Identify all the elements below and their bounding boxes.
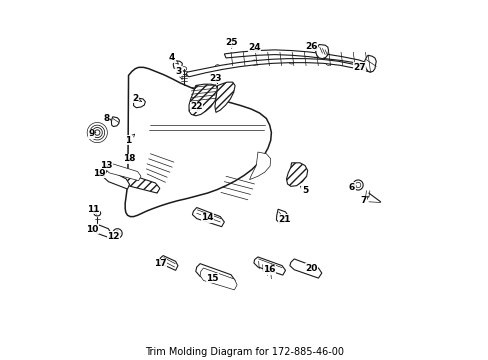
Text: 16: 16 xyxy=(263,265,275,274)
Polygon shape xyxy=(195,264,235,286)
Polygon shape xyxy=(249,152,270,180)
Polygon shape xyxy=(192,207,224,227)
Polygon shape xyxy=(133,98,145,108)
Text: 3: 3 xyxy=(176,67,182,79)
Polygon shape xyxy=(200,268,237,290)
Text: 10: 10 xyxy=(86,225,99,234)
Polygon shape xyxy=(215,82,235,112)
Text: 9: 9 xyxy=(88,129,96,138)
Polygon shape xyxy=(364,55,375,72)
Polygon shape xyxy=(105,163,141,181)
Text: 4: 4 xyxy=(169,53,178,64)
Polygon shape xyxy=(104,170,129,189)
Text: 20: 20 xyxy=(305,264,317,273)
Text: 2: 2 xyxy=(132,94,141,103)
Text: 6: 6 xyxy=(348,183,356,192)
Text: 15: 15 xyxy=(206,273,218,283)
Text: 14: 14 xyxy=(201,213,213,222)
Polygon shape xyxy=(286,163,307,186)
Polygon shape xyxy=(289,259,321,278)
Polygon shape xyxy=(160,256,178,270)
Polygon shape xyxy=(185,59,371,77)
Polygon shape xyxy=(173,60,182,69)
Polygon shape xyxy=(189,84,217,116)
Polygon shape xyxy=(224,50,370,66)
Text: 27: 27 xyxy=(352,63,365,72)
Text: 22: 22 xyxy=(190,102,203,111)
Polygon shape xyxy=(276,209,287,223)
Polygon shape xyxy=(111,117,119,126)
Polygon shape xyxy=(125,67,271,217)
Text: 19: 19 xyxy=(93,169,105,178)
Text: 8: 8 xyxy=(103,114,111,123)
Text: 24: 24 xyxy=(248,43,261,53)
Text: 18: 18 xyxy=(123,154,136,163)
Text: 13: 13 xyxy=(100,161,112,170)
Text: 25: 25 xyxy=(225,38,238,48)
Text: 11: 11 xyxy=(87,205,99,214)
Polygon shape xyxy=(121,173,160,193)
Polygon shape xyxy=(94,224,110,238)
Text: 23: 23 xyxy=(209,73,222,84)
Text: 21: 21 xyxy=(278,215,290,224)
Text: 26: 26 xyxy=(304,42,317,51)
Text: 12: 12 xyxy=(107,231,120,240)
Text: 17: 17 xyxy=(154,259,166,268)
Text: 5: 5 xyxy=(300,186,307,195)
Text: 7: 7 xyxy=(360,196,367,205)
Text: 1: 1 xyxy=(125,134,134,145)
Polygon shape xyxy=(253,257,285,275)
Text: Trim Molding Diagram for 172-885-46-00: Trim Molding Diagram for 172-885-46-00 xyxy=(145,347,343,357)
Polygon shape xyxy=(315,45,328,59)
